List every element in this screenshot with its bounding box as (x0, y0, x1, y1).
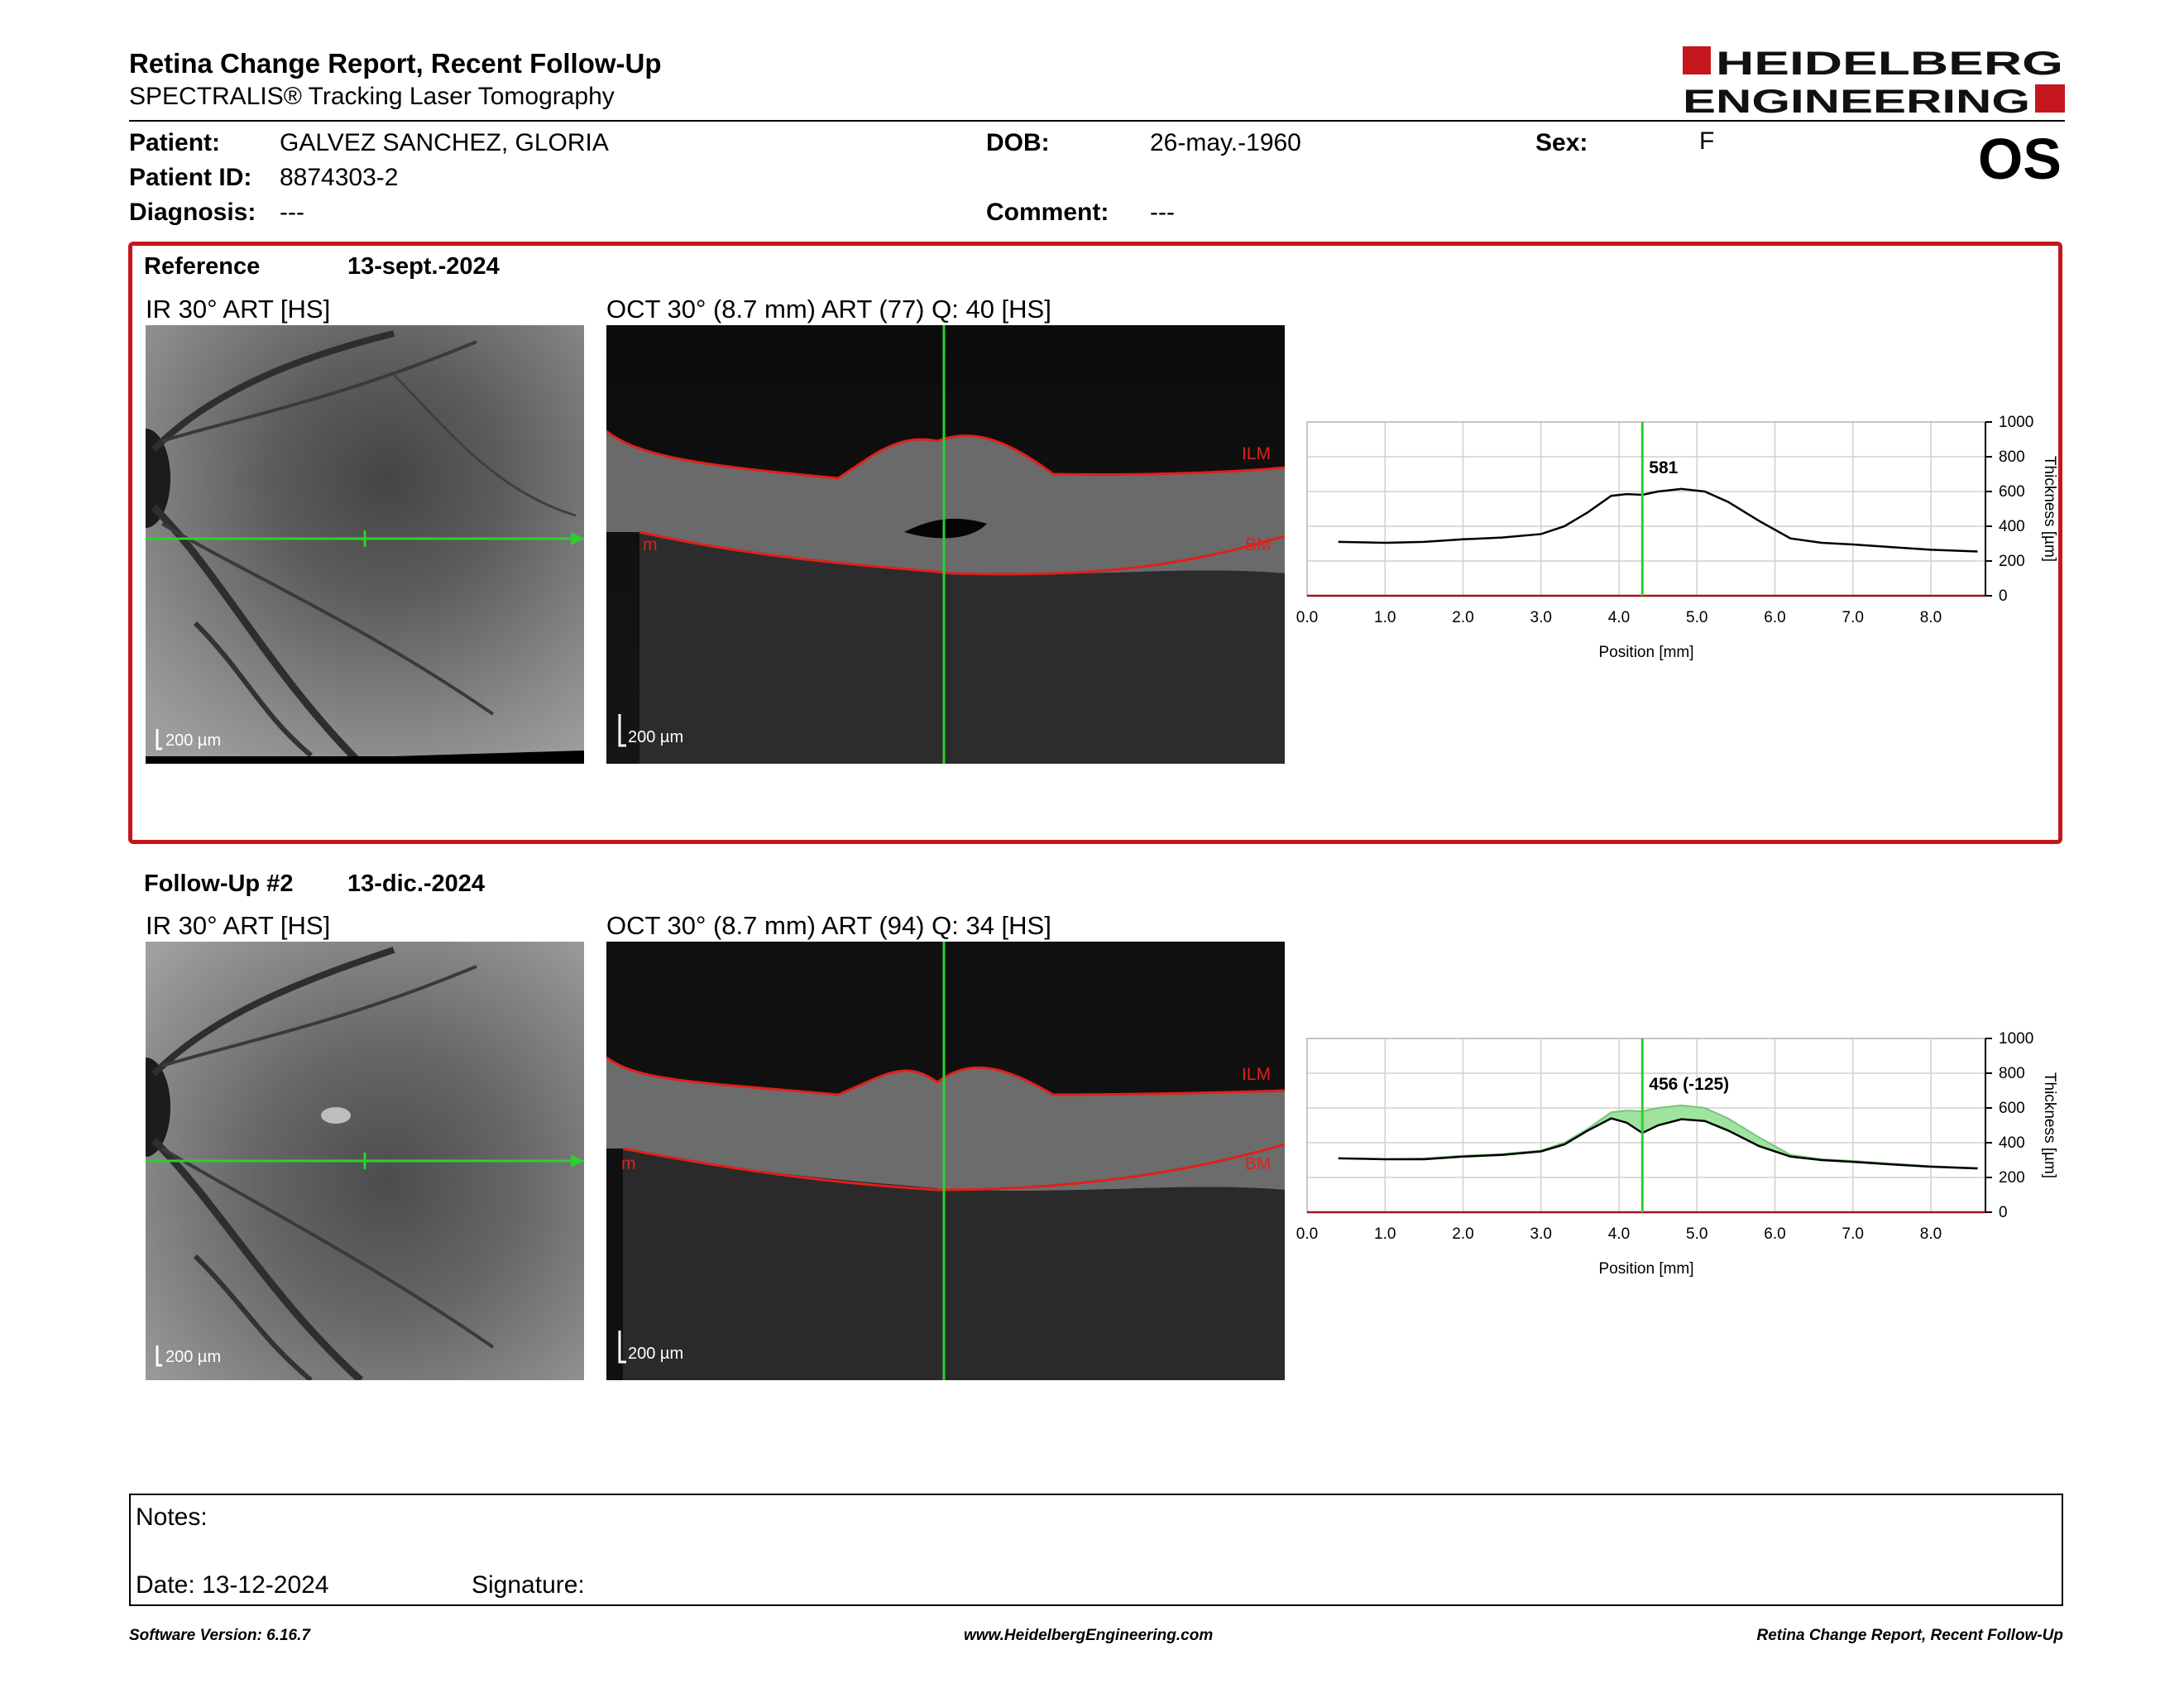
patient-label: Patient: (129, 129, 221, 156)
x-tick-label: 3.0 (1530, 1225, 1552, 1243)
x-tick-label: 7.0 (1842, 609, 1864, 626)
x-tick-label: 3.0 (1530, 609, 1552, 626)
reference-label: Reference (144, 253, 261, 280)
followup-ilm-label: ILM (1242, 1065, 1271, 1084)
followup-m-label: m (621, 1154, 636, 1173)
x-tick-label: 1.0 (1374, 609, 1396, 626)
x-tick-label: 8.0 (1920, 1225, 1942, 1243)
reference-oct-label: OCT 30° (8.7 mm) ART (77) Q: 40 [HS] (606, 295, 1051, 324)
diagnosis-value: --- (280, 199, 304, 226)
thickness-line (1338, 487, 1978, 553)
x-tick-label: 8.0 (1920, 609, 1942, 626)
logo-line1: HEIDELBERG (1716, 46, 2063, 82)
x-tick-label: 6.0 (1764, 1225, 1785, 1243)
y-tick-label: 200 (1999, 553, 2025, 570)
report-subtitle: SPECTRALIS® Tracking Laser Tomography (129, 83, 615, 110)
followup-oct-scale: 200 µm (628, 1345, 683, 1363)
reference-m-label: m (643, 535, 658, 554)
comment-label: Comment: (986, 199, 1109, 226)
chart-ylabel: Thickness [µm] (2041, 1072, 2058, 1178)
followup-bm-label: BM (1245, 1154, 1272, 1173)
x-tick-label: 7.0 (1842, 1225, 1864, 1243)
reference-ir-scale: 200 µm (165, 731, 221, 750)
reference-bm-label: BM (1245, 535, 1272, 554)
thickness-loss-area (1338, 1105, 1978, 1169)
footer-software-version: Software Version: 6.16.7 (129, 1627, 310, 1644)
notes-box: Notes: Date: 13-12-2024 Signature: (129, 1494, 2063, 1606)
eye-laterality: OS (1977, 127, 2062, 191)
sex-label: Sex: (1535, 129, 1588, 156)
reference-thickness-chart: 0.0 1.0 2.0 3.0 4.0 5.0 6.0 7.0 8.0 0 200 400 600 800… (1296, 414, 2058, 661)
reference-date: 13-sept.-2024 (347, 253, 500, 280)
followup-thickness-line (1338, 1117, 1978, 1170)
chart-plot-border (1306, 421, 1986, 597)
x-tick-label: 5.0 (1686, 609, 1707, 626)
heidelberg-logo: HEIDELBERG ENGINEERING (1683, 46, 2065, 119)
x-tick-label: 4.0 (1608, 609, 1630, 626)
header-divider (129, 120, 2065, 122)
cursor-value-label: 456 (-125) (1649, 1075, 1729, 1094)
x-tick-label: 5.0 (1686, 1225, 1707, 1243)
x-tick-label: 1.0 (1374, 1225, 1396, 1243)
reference-frame (128, 242, 2062, 844)
y-tick-label: 0 (1999, 587, 2008, 605)
cursor-value-label: 581 (1649, 458, 1678, 477)
logo-line2: ENGINEERING (1683, 84, 2030, 119)
x-tick-label: 6.0 (1764, 609, 1785, 626)
chart-xlabel: Position [mm] (1598, 1260, 1693, 1278)
y-tick-label: 400 (1999, 1134, 2025, 1152)
x-tick-label: 0.0 (1296, 1225, 1318, 1243)
y-tick-label: 0 (1999, 1204, 2008, 1221)
x-tick-label: 2.0 (1452, 609, 1473, 626)
dob-value: 26-may.-1960 (1150, 129, 1301, 156)
y-tick-label: 400 (1999, 518, 2025, 535)
signature-label: Signature: (472, 1571, 585, 1599)
y-tick-label: 1000 (1999, 414, 2033, 431)
followup-thickness-chart: 0.0 1.0 2.0 3.0 4.0 5.0 6.0 7.0 8.0 0 200 400 600 800… (1296, 1030, 2058, 1278)
followup-ir-label: IR 30° ART [HS] (146, 911, 331, 940)
patient-id-value: 8874303-2 (280, 164, 399, 191)
y-tick-label: 1000 (1999, 1030, 2033, 1048)
patient-id-label: Patient ID: (129, 164, 252, 191)
reference-ir-label: IR 30° ART [HS] (146, 295, 331, 324)
chart-grid (1306, 421, 1985, 597)
notes-date: Date: 13-12-2024 (136, 1571, 329, 1599)
followup-ir-scale: 200 µm (165, 1348, 221, 1366)
footer-report-name: Retina Change Report, Recent Follow-Up (1756, 1627, 2063, 1644)
reference-oct-bscan-image: ILM BM m 200 µm (606, 325, 1285, 764)
followup-date: 13-dic.-2024 (347, 870, 486, 897)
notes-label: Notes: (136, 1503, 208, 1531)
y-tick-label: 800 (1999, 448, 2025, 466)
y-tick-label: 600 (1999, 483, 2025, 501)
reference-ir-fundus-image: 200 µm (146, 325, 584, 764)
reference-ilm-label: ILM (1242, 444, 1271, 463)
sex-value: F (1699, 127, 1715, 155)
reference-oct-scale: 200 µm (628, 728, 683, 746)
y-tick-label: 800 (1999, 1065, 2025, 1082)
y-tick-label: 600 (1999, 1100, 2025, 1117)
report-title: Retina Change Report, Recent Follow-Up (129, 48, 662, 79)
chart-xlabel: Position [mm] (1598, 644, 1693, 661)
followup-oct-label: OCT 30° (8.7 mm) ART (94) Q: 34 [HS] (606, 911, 1051, 940)
footer-website: www.HeidelbergEngineering.com (964, 1627, 1214, 1644)
chart-ylabel: Thickness [µm] (2041, 456, 2058, 562)
followup-label: Follow-Up #2 (144, 870, 294, 897)
x-tick-label: 2.0 (1452, 1225, 1473, 1243)
followup-oct-bscan-image: ILM BM m 200 µm (606, 942, 1285, 1380)
dob-label: DOB: (986, 129, 1050, 156)
y-tick-label: 200 (1999, 1169, 2025, 1187)
patient-name: GALVEZ SANCHEZ, GLORIA (280, 129, 609, 156)
diagnosis-label: Diagnosis: (129, 199, 256, 226)
followup-ir-fundus-image: 200 µm (146, 942, 584, 1380)
comment-value: --- (1150, 199, 1175, 226)
x-tick-label: 4.0 (1608, 1225, 1630, 1243)
x-tick-label: 0.0 (1296, 609, 1318, 626)
